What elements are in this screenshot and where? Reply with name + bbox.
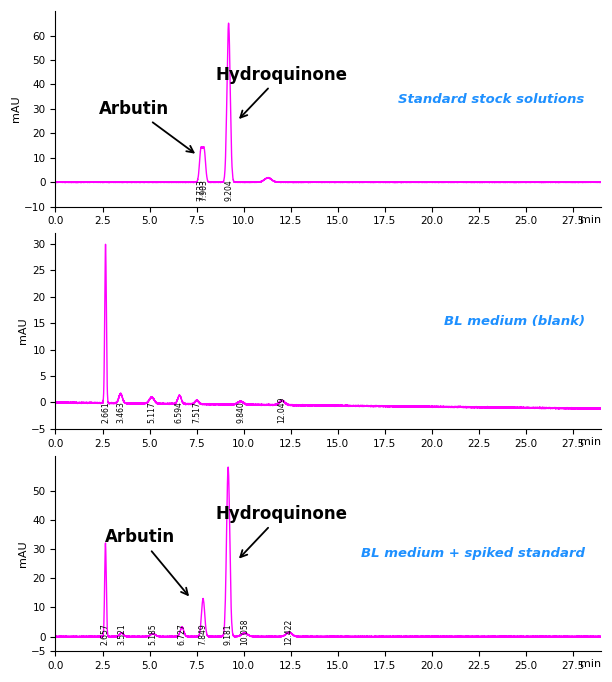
- Text: 6.727: 6.727: [177, 623, 187, 645]
- Text: Hydroquinone: Hydroquinone: [215, 505, 347, 557]
- Text: min: min: [580, 215, 601, 224]
- Text: 3.521: 3.521: [118, 623, 126, 645]
- Text: 9.181: 9.181: [223, 624, 233, 645]
- Text: 5.117: 5.117: [147, 402, 156, 423]
- Text: 2.661: 2.661: [101, 402, 110, 423]
- Text: 7.903: 7.903: [200, 179, 209, 201]
- Text: Arbutin: Arbutin: [99, 100, 193, 153]
- Text: 10.058: 10.058: [240, 619, 249, 645]
- Y-axis label: mAU: mAU: [11, 95, 21, 122]
- Text: 7.733: 7.733: [196, 179, 206, 201]
- Text: min: min: [580, 659, 601, 669]
- Text: min: min: [580, 436, 601, 447]
- Text: 6.594: 6.594: [175, 401, 184, 423]
- Text: 7.517: 7.517: [192, 401, 201, 423]
- Text: 12.049: 12.049: [278, 396, 286, 423]
- Text: 2.657: 2.657: [101, 623, 110, 645]
- Text: 7.849: 7.849: [199, 623, 207, 645]
- Text: Standard stock solutions: Standard stock solutions: [398, 93, 584, 106]
- Text: 9.840: 9.840: [236, 401, 245, 423]
- Text: 3.463: 3.463: [116, 401, 125, 423]
- Text: BL medium + spiked standard: BL medium + spiked standard: [360, 547, 584, 560]
- Text: 12.422: 12.422: [285, 619, 294, 645]
- Text: Arbutin: Arbutin: [105, 529, 188, 595]
- Text: BL medium (blank): BL medium (blank): [444, 315, 584, 328]
- Text: 9.204: 9.204: [224, 179, 233, 201]
- Y-axis label: mAU: mAU: [18, 318, 28, 344]
- Y-axis label: mAU: mAU: [18, 540, 28, 567]
- Text: 5.185: 5.185: [149, 623, 157, 645]
- Text: Hydroquinone: Hydroquinone: [215, 65, 347, 118]
